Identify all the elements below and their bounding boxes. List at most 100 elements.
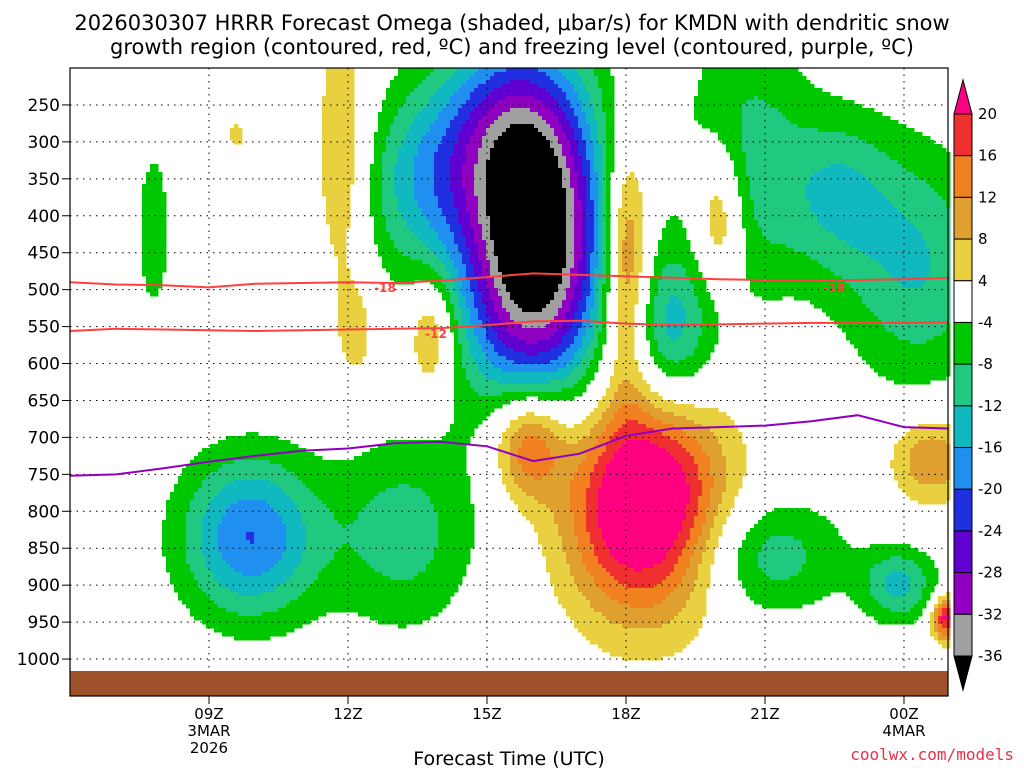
omega-cell xyxy=(250,440,255,445)
omega-cell xyxy=(238,468,243,473)
omega-cell xyxy=(438,128,443,133)
omega-cell xyxy=(202,584,207,589)
omega-cell xyxy=(142,188,147,193)
omega-cell xyxy=(410,584,415,589)
omega-cell xyxy=(338,232,343,237)
omega-cell xyxy=(206,564,211,569)
omega-cell xyxy=(442,560,447,565)
omega-cell xyxy=(406,236,411,241)
omega-cell xyxy=(390,164,395,169)
omega-cell xyxy=(434,328,439,333)
omega-cell xyxy=(378,224,383,229)
omega-cell xyxy=(194,524,199,529)
omega-cell xyxy=(410,104,415,109)
omega-cell xyxy=(238,484,243,489)
omega-cell xyxy=(402,548,407,553)
omega-cell xyxy=(254,436,259,441)
omega-cell xyxy=(322,188,327,193)
omega-cell xyxy=(342,528,347,533)
omega-cell xyxy=(394,116,399,121)
omega-cell xyxy=(386,172,391,177)
omega-cell xyxy=(310,556,315,561)
omega-cell xyxy=(314,536,319,541)
omega-cell xyxy=(454,412,459,417)
omega-cell xyxy=(262,580,267,585)
omega-cell xyxy=(418,524,423,529)
omega-cell xyxy=(394,104,399,109)
omega-cell xyxy=(342,560,347,565)
omega-cell xyxy=(298,536,303,541)
omega-cell xyxy=(358,332,363,337)
omega-cell xyxy=(370,516,375,521)
omega-cell xyxy=(386,440,391,445)
omega-cell xyxy=(238,612,243,617)
omega-cell xyxy=(326,532,331,537)
omega-cell xyxy=(222,464,227,469)
omega-cell xyxy=(390,568,395,573)
omega-cell xyxy=(362,604,367,609)
omega-cell xyxy=(370,588,375,593)
omega-cell xyxy=(366,588,371,593)
omega-cell xyxy=(266,572,271,577)
omega-cell xyxy=(438,260,443,265)
omega-cell xyxy=(190,596,195,601)
omega-cell xyxy=(434,588,439,593)
omega-cell xyxy=(270,600,275,605)
omega-cell xyxy=(214,452,219,457)
omega-cell xyxy=(322,568,327,573)
omega-cell xyxy=(390,464,395,469)
omega-cell xyxy=(226,444,231,449)
omega-cell xyxy=(330,584,335,589)
omega-cell xyxy=(410,164,415,169)
omega-cell xyxy=(330,152,335,157)
omega-cell xyxy=(302,456,307,461)
omega-cell xyxy=(382,240,387,245)
omega-cell xyxy=(386,580,391,585)
omega-cell xyxy=(418,172,423,177)
omega-cell xyxy=(194,504,199,509)
omega-cell xyxy=(402,456,407,461)
omega-cell xyxy=(214,544,219,549)
omega-cell xyxy=(254,568,259,573)
omega-cell xyxy=(226,536,231,541)
omega-cell xyxy=(410,272,415,277)
omega-cell xyxy=(258,600,263,605)
omega-cell xyxy=(326,80,331,85)
omega-cell xyxy=(434,120,439,125)
omega-cell xyxy=(382,456,387,461)
omega-cell xyxy=(410,108,415,113)
omega-cell xyxy=(334,72,339,77)
omega-cell xyxy=(282,556,287,561)
omega-cell xyxy=(414,96,419,101)
omega-cell xyxy=(386,520,391,525)
omega-cell xyxy=(418,552,423,557)
omega-cell xyxy=(430,604,435,609)
omega-cell xyxy=(342,284,347,289)
omega-cell xyxy=(142,248,147,253)
omega-cell xyxy=(398,496,403,501)
omega-cell xyxy=(282,544,287,549)
omega-cell xyxy=(430,500,435,505)
omega-cell xyxy=(338,188,343,193)
omega-cell xyxy=(414,180,419,185)
omega-cell xyxy=(390,108,395,113)
omega-cell xyxy=(334,96,339,101)
omega-cell xyxy=(386,472,391,477)
omega-cell xyxy=(238,596,243,601)
omega-cell xyxy=(446,492,451,497)
omega-cell xyxy=(306,492,311,497)
omega-cell xyxy=(354,568,359,573)
omega-cell xyxy=(162,252,167,257)
omega-cell xyxy=(406,520,411,525)
omega-cell xyxy=(250,612,255,617)
omega-cell xyxy=(362,336,367,341)
omega-cell xyxy=(258,484,263,489)
omega-cell xyxy=(274,628,279,633)
omega-cell xyxy=(446,216,451,221)
omega-cell xyxy=(454,172,459,177)
omega-cell xyxy=(226,596,231,601)
omega-cell xyxy=(374,176,379,181)
omega-cell xyxy=(378,616,383,621)
omega-cell xyxy=(394,536,399,541)
omega-cell xyxy=(430,216,435,221)
